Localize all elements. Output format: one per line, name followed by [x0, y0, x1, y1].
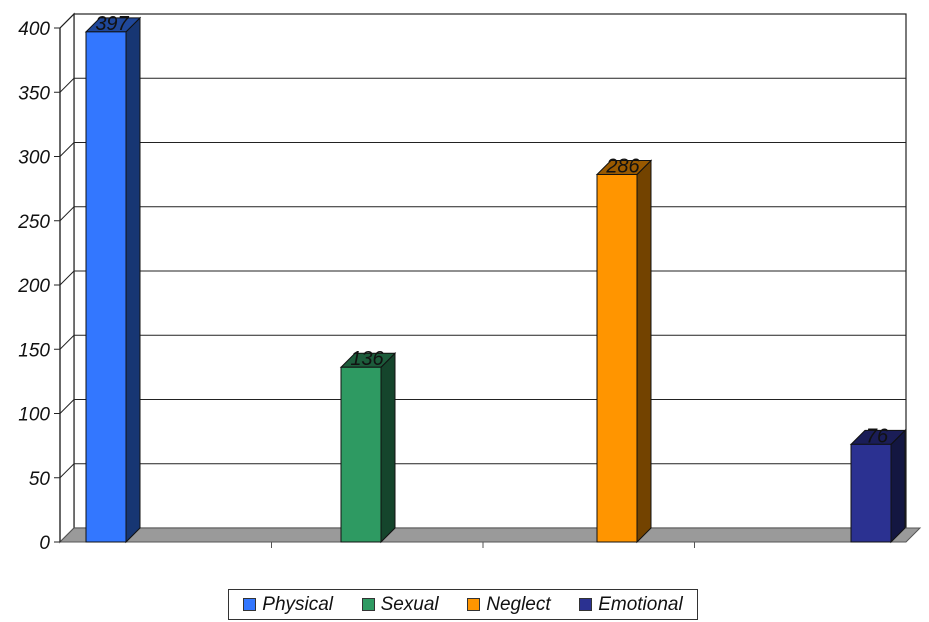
legend-label-emotional: Emotional [598, 593, 683, 615]
bar-physical [85, 31, 127, 543]
legend-label-sexual: Sexual [380, 593, 439, 615]
plot-floor [58, 527, 922, 543]
legend-label-neglect: Neglect [486, 593, 551, 615]
gridline [59, 13, 906, 29]
legend-label-physical: Physical [262, 593, 334, 615]
bar-side-neglect [636, 159, 652, 544]
data-label-emotional: 76 [866, 425, 889, 447]
y-tick-label: 50 [29, 469, 51, 490]
y-tick-label: 250 [17, 212, 50, 233]
bar-side-sexual [380, 352, 396, 544]
legend-item-sexual: Sexual [361, 593, 439, 616]
data-label-sexual: 136 [350, 348, 384, 370]
bar-chart: 0 50 100 150 200 250 300 350 400 397 136 286 76 [17, 12, 922, 554]
bar-emotional [850, 443, 892, 543]
legend-item-emotional: Emotional [579, 594, 683, 616]
y-tick-label: 300 [18, 148, 50, 169]
data-label-physical: 397 [95, 13, 129, 35]
bar-side-physical [125, 16, 141, 544]
y-tick-label: 350 [18, 83, 50, 104]
y-tick-label: 400 [18, 19, 50, 40]
legend-swatch-sexual [361, 598, 375, 611]
legend-swatch-physical [243, 598, 257, 611]
legend-swatch-emotional [579, 598, 593, 611]
legend: Physical Sexual Neglect Emotional [228, 589, 698, 620]
y-tick-label: 200 [17, 276, 50, 297]
legend-item-neglect: Neglect [467, 593, 551, 616]
legend-swatch-neglect [467, 598, 481, 611]
gridline [59, 142, 906, 157]
y-tick-label: 0 [39, 533, 50, 554]
y-tick-label: 150 [18, 340, 50, 361]
bar-neglect [596, 173, 638, 543]
gridline [59, 77, 906, 93]
bar-side-emotional [890, 429, 906, 544]
y-tick-label: 100 [18, 405, 50, 426]
legend-item-physical: Physical [243, 594, 333, 616]
bar-sexual [340, 366, 382, 543]
data-label-neglect: 286 [605, 155, 640, 177]
